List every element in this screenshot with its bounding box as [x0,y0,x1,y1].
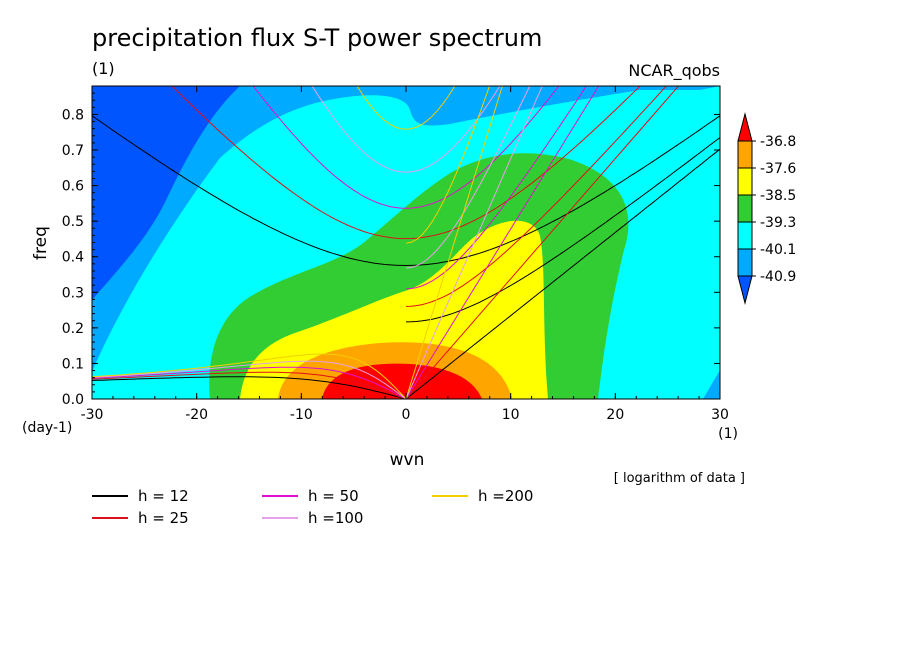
colorbar-segment [737,248,753,277]
colorbar-bottom-arrow [737,275,753,305]
dispersion-curve-h100 [92,86,543,399]
eig-wave-line [405,86,667,307]
y-tick-label: 0.5 [62,214,84,230]
y-tick-label: 0.0 [62,392,84,408]
x-tick-label: 10 [502,407,520,423]
legend: h = 12 h = 25 h = 50 h =100 h =200 [92,487,533,527]
legend-item: h = 25 [92,509,189,527]
contour-band-blue [92,86,240,300]
legend-item: h =100 [262,509,363,527]
colorbar-segment [737,140,753,169]
kelvin-wave-line [405,86,503,399]
rossby-wave-line [92,366,407,399]
colorbar-level-label: -37.6 [760,161,796,177]
dispersion-curve-h25 [92,86,680,399]
y-tick-label: 0.1 [62,356,84,372]
plot-area [92,86,720,399]
eig-wave-line [405,86,587,290]
colorbar-level-label: -38.5 [760,188,796,204]
colorbar: -36.8 -37.6 -38.5 -39.3 -40.1 -40.9 [737,112,796,305]
x-axis-label: wvn [390,450,425,470]
kelvin-wave-line [405,86,680,399]
dispersion-curves [92,86,720,399]
y-tick-label: 0.3 [62,285,84,301]
inertia-gravity-line [171,86,641,240]
contour-fills [92,86,720,399]
colorbar-level-label: -36.8 [760,134,796,150]
legend-label: h =100 [308,509,363,527]
eig-wave-line [405,137,720,323]
y-unit-label: (day-1) [22,420,72,436]
y-tick-label: 0.2 [62,321,84,337]
subtitle-right: NCAR_qobs [628,61,720,81]
y-tick-label: 0.7 [62,143,84,159]
inertia-gravity-line [311,86,501,173]
y-axis-label: freq [31,226,51,260]
data-note: [ logarithm of data ] [614,471,745,486]
dispersion-curve-h200 [92,86,503,399]
legend-item: h =200 [432,487,533,505]
colorbar-level-label: -40.1 [760,242,796,258]
x-tick-label: -10 [290,407,313,423]
eig-wave-line [405,86,531,269]
legend-item: h = 12 [92,487,189,505]
colorbar-level-label: -39.3 [760,215,796,231]
y-tick-label: 0.6 [62,179,84,195]
rossby-wave-line [92,376,407,399]
rossby-wave-line [92,353,407,399]
inertia-gravity-line [252,86,560,209]
colorbar-top-arrow [737,112,753,142]
kelvin-wave-line [405,148,720,399]
colorbar-segment [737,194,753,223]
legend-label: h = 50 [308,487,359,505]
dispersion-curve-h50 [92,86,600,399]
x-tick-label: 0 [402,407,411,423]
x-axis: -30 -20 -10 0 10 20 30 [81,86,729,423]
kelvin-wave-line [405,86,600,399]
dispersion-curve-h12 [92,115,720,399]
x-tick-label: 30 [711,407,729,423]
colorbar-segment [737,221,753,250]
rossby-wave-line [92,371,407,399]
x-unit-label: (1) [718,426,738,442]
y-axis: 0.0 0.1 0.2 0.3 0.4 0.5 0.6 0.7 0.8 [62,92,720,408]
rossby-wave-line [92,360,407,399]
x-tick-label: -20 [185,407,208,423]
inertia-gravity-line [92,115,720,267]
legend-label: h = 12 [138,487,189,505]
x-tick-label: 20 [606,407,624,423]
eig-wave-line [405,86,491,244]
colorbar-segment [737,167,753,196]
chart-title: precipitation flux S-T power spectrum [92,24,542,52]
legend-label: h = 25 [138,509,189,527]
colorbar-level-label: -40.9 [760,269,796,285]
contour-band-red [322,363,482,399]
legend-item: h = 50 [262,487,359,505]
y-tick-label: 0.4 [62,250,84,266]
legend-label: h =200 [478,487,533,505]
subtitle-left: (1) [92,59,115,78]
kelvin-wave-line [405,86,543,399]
inertia-gravity-line [356,86,456,130]
y-tick-label: 0.8 [62,107,84,123]
x-tick-label: -30 [81,407,104,423]
